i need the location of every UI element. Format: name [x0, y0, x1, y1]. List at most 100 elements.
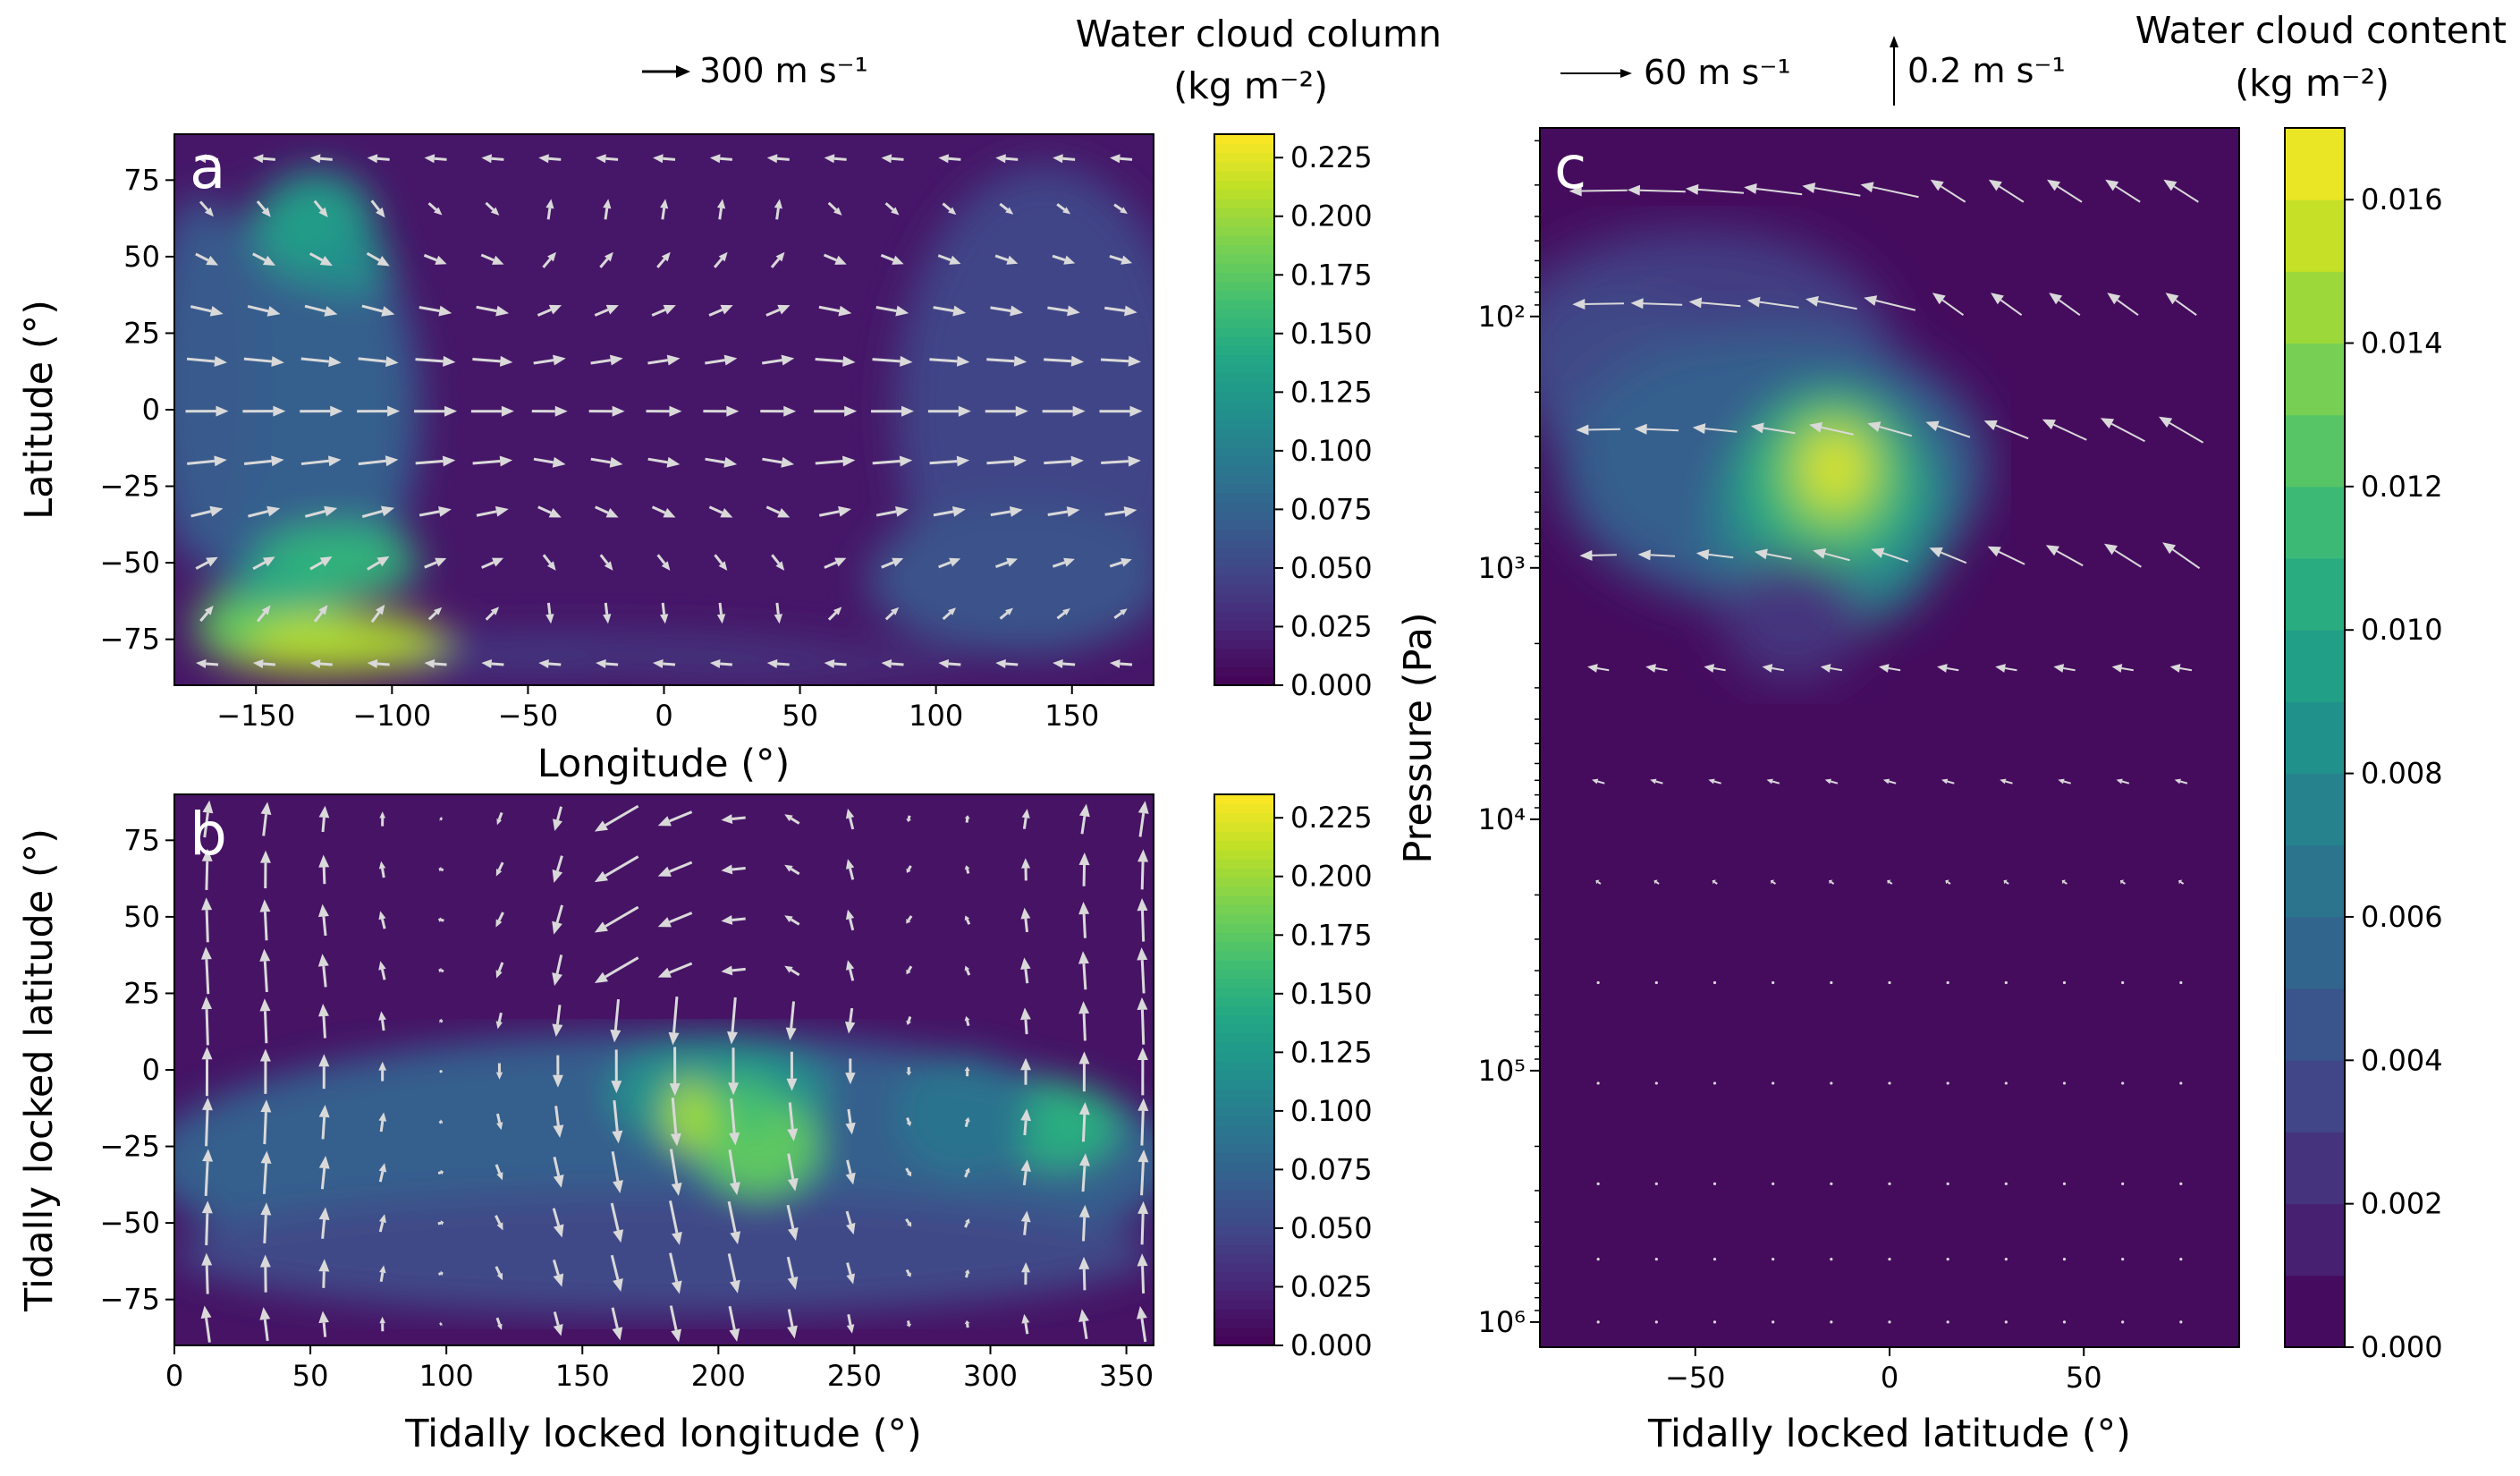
a-wind-arrow-head	[438, 305, 452, 317]
a-wind-arrow	[485, 201, 500, 216]
b-wind-arrow	[670, 1097, 681, 1147]
a-wind-arrow	[588, 405, 625, 417]
c-wind-arrow	[2004, 1182, 2008, 1185]
c-wind-arrow-shaft	[1759, 301, 1799, 309]
b-wind-arrow-head	[259, 899, 271, 912]
b-wind-arrow-head	[1021, 1262, 1031, 1273]
a-wind-arrow-shaft	[833, 157, 847, 161]
b-wind-arrow-head	[906, 1072, 912, 1076]
a-wind-arrow	[875, 505, 909, 517]
a-wind-arrow-head	[424, 154, 436, 164]
a-wind-arrow	[309, 658, 333, 668]
b-wind-arrow-shaft	[905, 1167, 910, 1174]
a-wind-arrow-head	[833, 607, 842, 615]
b-wind-arrow-shaft	[605, 956, 639, 979]
a-wind-arrow-head	[666, 456, 681, 468]
c-wind-arrow-head	[1754, 548, 1768, 560]
a-wind-arrow-shaft	[485, 611, 495, 621]
b-wind-arrow-shaft	[440, 1019, 444, 1023]
b-wind-arrow-shaft	[671, 1097, 678, 1134]
b-wind-arrow	[202, 1149, 214, 1197]
b-wind-arrow	[318, 1054, 330, 1090]
a-colorbar-gradient-band	[1214, 309, 1274, 319]
a-wind-arrow-head	[952, 305, 967, 317]
b-wind-arrow-head	[1020, 1108, 1032, 1122]
b-colorbar-gradient-band	[1214, 831, 1274, 842]
c-wind-arrow	[2159, 416, 2204, 444]
a-wind-arrow-shaft	[647, 457, 668, 464]
a-wind-arrow-head	[442, 455, 456, 467]
b-wind-arrow-head	[964, 1066, 970, 1072]
c-wind-arrow-shaft	[1941, 551, 1967, 564]
b-wind-arrow-shaft	[1024, 1322, 1029, 1335]
a-wind-arrow-head	[838, 305, 852, 317]
a-wind-arrow	[590, 354, 623, 366]
a-colorbar-gradient-band	[1214, 455, 1274, 466]
a-wind-arrow-head	[783, 405, 797, 417]
b-wind-arrow-head	[552, 1023, 563, 1038]
c-wind-arrow-head	[1867, 421, 1882, 432]
a-wind-arrow-head	[438, 505, 452, 517]
b-wind-arrow-head	[964, 915, 970, 921]
c-cloud-blob	[1812, 437, 1859, 498]
a-wind-arrow-shaft	[319, 662, 333, 666]
b-wind-arrow-shaft	[497, 1012, 503, 1022]
b-colorbar-gradient-band	[1214, 950, 1274, 961]
a-wind-arrow-shaft	[1113, 611, 1123, 620]
a-wind-arrow	[765, 505, 791, 518]
c-colorbar-level	[2285, 1060, 2345, 1132]
c-wind-arrow-head	[2111, 664, 2123, 673]
c-wind-arrow	[1569, 185, 1628, 197]
b-wind-arrow	[552, 1005, 563, 1038]
b-wind-arrow-head	[844, 1021, 856, 1034]
c-y-axis-label: Pressure (Pa)	[1396, 612, 1441, 863]
0-xtick-label: 50	[782, 699, 818, 733]
b-wind-arrow	[786, 1256, 799, 1290]
b-wind-arrow-shaft	[495, 1215, 502, 1225]
b-wind-arrow-shaft	[1081, 1114, 1087, 1142]
b-wind-arrow	[1137, 849, 1149, 890]
b-wind-arrow	[657, 861, 693, 877]
b-wind-arrow-shaft	[964, 1171, 969, 1178]
a-wind-arrow	[942, 607, 957, 621]
a-wind-arrow	[709, 658, 732, 668]
c-wind-arrow	[1809, 421, 1854, 436]
c-wind-arrow-shaft	[2000, 299, 2023, 317]
c-wind-arrow	[1654, 1258, 1658, 1261]
c-wind-arrow-head	[1744, 183, 1757, 194]
c-wind-arrow-head	[1696, 548, 1710, 560]
a-wind-arrow-shaft	[366, 251, 381, 262]
a-wind-arrow-head	[666, 354, 681, 366]
a-wind-arrow	[252, 658, 275, 668]
c-wind-arrow	[1704, 664, 1726, 673]
a-wind-arrow-shaft	[986, 460, 1015, 465]
c-wind-arrow	[1878, 664, 1901, 673]
c-wind-arrow-shaft	[1708, 553, 1734, 559]
a-wind-arrow	[545, 199, 554, 220]
c-wind-arrow	[1592, 778, 1605, 785]
a-wind-arrow-shaft	[713, 258, 723, 268]
c-wind-arrow-head	[1704, 664, 1715, 673]
c-wind-arrow	[1595, 879, 1602, 885]
a-colorbar-gradient-band	[1214, 410, 1274, 420]
a-wind-arrow-shaft	[1052, 561, 1066, 568]
b-wind-vectors	[200, 800, 1149, 1343]
a-wind-arrow-head	[261, 605, 271, 615]
c-field-blobs	[1540, 228, 1987, 682]
a-wind-arrow-shaft	[720, 157, 732, 161]
c-colorbar-level	[2285, 988, 2345, 1061]
c-colorbar-level	[2285, 701, 2345, 775]
b-wind-arrow-shaft	[552, 1260, 560, 1276]
a-wind-arrow-shaft	[476, 510, 497, 517]
b-wind-arrow-shaft	[611, 1307, 619, 1329]
a-colorbar-gradient-band	[1214, 290, 1274, 301]
c-wind-arrow-shaft	[1995, 424, 2029, 440]
a-wind-arrow-shaft	[827, 611, 837, 621]
b-wind-arrow-head	[260, 1202, 272, 1216]
c-wind-arrow-shaft	[1882, 552, 1909, 563]
c-wind-arrow	[1579, 549, 1617, 561]
a-wind-arrow-head	[548, 508, 562, 518]
b-wind-arrow-head	[1020, 1210, 1031, 1223]
b-wind-arrow	[964, 815, 970, 823]
a-wind-arrow-head	[499, 355, 513, 367]
